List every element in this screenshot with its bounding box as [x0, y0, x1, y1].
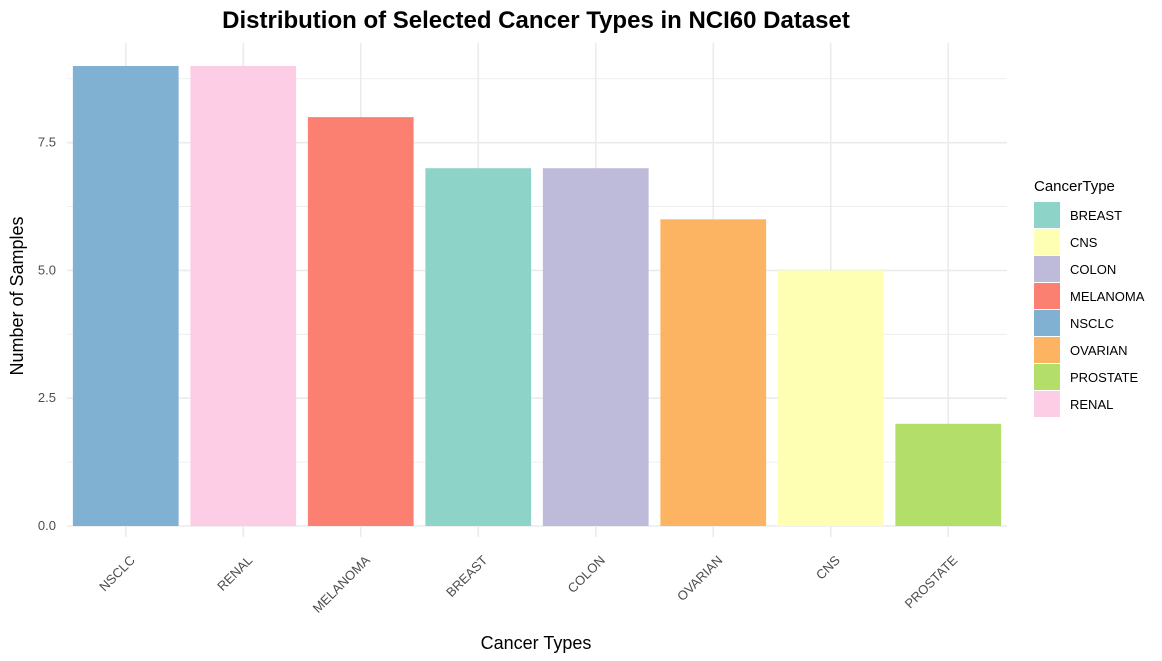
legend: CancerType BREAST CNS COLON MELANOMA NSCLC OV… — [1034, 178, 1145, 417]
legend-label: RENAL — [1070, 397, 1113, 412]
x-tick-label: PROSTATE — [902, 552, 961, 611]
legend-label: BREAST — [1070, 208, 1122, 223]
bar-ovarian — [660, 219, 767, 527]
legend-swatch — [1034, 256, 1060, 282]
bar-breast — [425, 168, 532, 526]
legend-items: BREAST CNS COLON MELANOMA NSCLC OVARIAN PROSTA… — [1034, 202, 1145, 417]
legend-swatch — [1034, 310, 1060, 336]
legend-swatch — [1034, 283, 1060, 309]
x-tick-label: COLON — [565, 553, 608, 596]
bar-prostate — [895, 423, 1002, 526]
legend-swatch — [1034, 337, 1060, 363]
y-axis-ticks: 0.0 2.5 5.0 7.5 — [38, 135, 56, 533]
legend-label: OVARIAN — [1070, 343, 1128, 358]
legend-label: NSCLC — [1070, 316, 1114, 331]
x-tick-label: RENAL — [214, 553, 255, 594]
x-tick-label: MELANOMA — [310, 552, 373, 615]
legend-label: PROSTATE — [1070, 370, 1138, 385]
x-tick-label: OVARIAN — [674, 553, 725, 604]
x-axis-title: Cancer Types — [481, 633, 592, 653]
x-tick-label: BREAST — [443, 552, 490, 599]
bar-melanoma — [307, 117, 414, 526]
legend-swatch — [1034, 229, 1060, 255]
x-axis-ticks: NSCLC RENAL MELANOMA BREAST COLON OVARIAN CNS P… — [96, 552, 961, 615]
chart-title: Distribution of Selected Cancer Types in… — [222, 7, 850, 34]
bars — [72, 66, 1002, 527]
bar-nsclc — [72, 66, 179, 526]
bar-cns — [777, 270, 884, 526]
legend-title: CancerType — [1034, 178, 1115, 195]
bar-renal — [190, 66, 297, 526]
x-tick-label: CNS — [813, 552, 843, 582]
y-tick-label: 5.0 — [38, 262, 56, 277]
y-tick-label: 0.0 — [38, 518, 56, 533]
y-axis-title: Number of Samples — [7, 216, 27, 375]
y-tick-label: 2.5 — [38, 390, 56, 405]
legend-swatch — [1034, 202, 1060, 228]
legend-label: MELANOMA — [1070, 289, 1145, 304]
legend-swatch — [1034, 364, 1060, 390]
y-tick-label: 7.5 — [38, 135, 56, 150]
x-tick-label: NSCLC — [96, 553, 138, 595]
legend-label: CNS — [1070, 235, 1098, 250]
legend-swatch — [1034, 391, 1060, 417]
bar-colon — [542, 168, 649, 526]
legend-label: COLON — [1070, 262, 1116, 277]
